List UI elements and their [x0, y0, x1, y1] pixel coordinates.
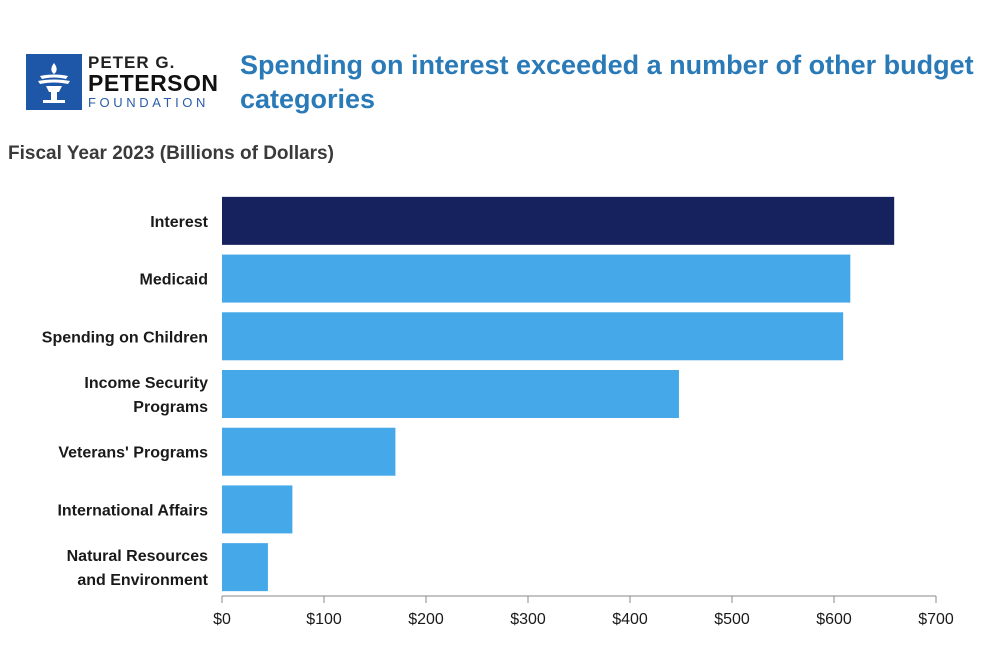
- x-tick-label: $700: [918, 611, 954, 628]
- category-label: and Environment: [77, 572, 208, 589]
- bar-1: [222, 254, 851, 303]
- chart-title: Spending on interest exceeded a number o…: [240, 50, 974, 114]
- category-label: Medicaid: [140, 272, 208, 289]
- logo-line-3: FOUNDATION: [88, 95, 209, 110]
- category-label: Income Security: [84, 375, 208, 392]
- x-tick-label: $400: [612, 611, 648, 628]
- bar-6: [222, 543, 268, 592]
- logo-line-1: PETER G.: [88, 53, 176, 72]
- x-tick-label: $300: [510, 611, 546, 628]
- bar-5: [222, 485, 293, 534]
- category-label: Interest: [150, 214, 208, 231]
- category-label: Programs: [133, 399, 208, 416]
- peterson-foundation-logo: PETER G. PETERSON FOUNDATION: [26, 54, 226, 114]
- x-tick-label: $200: [408, 611, 444, 628]
- logo-line-2: PETERSON: [88, 70, 219, 96]
- x-tick-label: $600: [816, 611, 852, 628]
- category-label: Natural Resources: [67, 548, 208, 565]
- bar-chart: Interest Medicaid Spending on Children Inco…: [0, 180, 1000, 640]
- bar-chart-svg: Interest Medicaid Spending on Children Inco…: [42, 196, 954, 628]
- x-tick-label: $0: [213, 611, 231, 628]
- bar-4: [222, 427, 396, 476]
- x-tick-label: $500: [714, 611, 750, 628]
- category-label: International Affairs: [57, 502, 208, 519]
- chart-subtitle: Fiscal Year 2023 (Billions of Dollars): [8, 143, 334, 164]
- torch-icon: [26, 54, 82, 110]
- chart-header: PETER G. PETERSON FOUNDATION Spending on…: [26, 48, 986, 118]
- bar-2: [222, 312, 844, 361]
- bar-0: [222, 196, 895, 245]
- logo-wordmark: PETER G. PETERSON FOUNDATION: [88, 54, 219, 111]
- category-label: Spending on Children: [42, 329, 208, 346]
- category-label: Veterans' Programs: [58, 445, 208, 462]
- bar-3: [222, 370, 679, 418]
- x-tick-label: $100: [306, 611, 342, 628]
